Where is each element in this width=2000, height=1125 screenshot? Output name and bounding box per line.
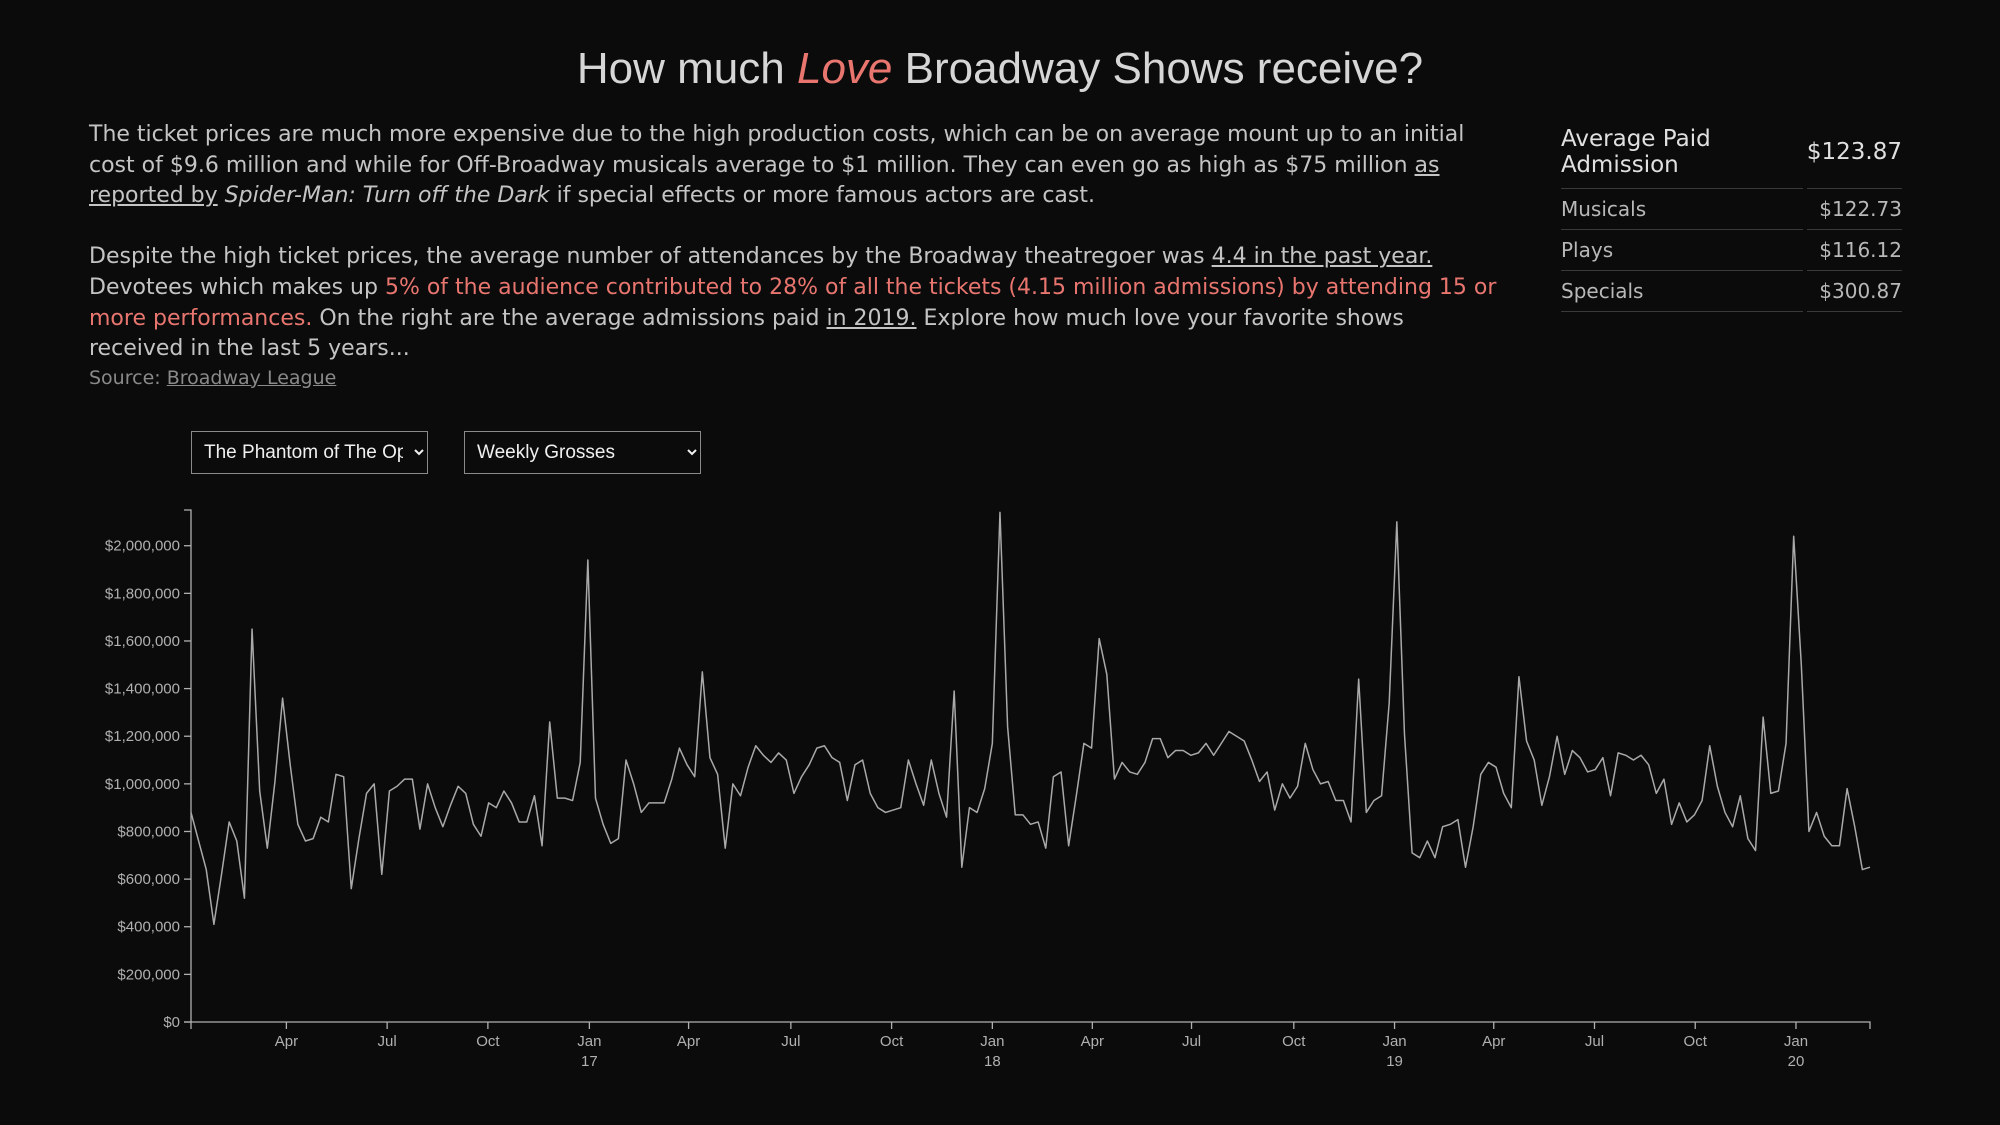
- x-tick-label: Jul: [378, 1033, 397, 1050]
- paragraphs: The ticket prices are much more expensiv…: [89, 120, 1499, 365]
- text-segment: as reported by: [89, 152, 1440, 209]
- table-row: Musicals $122.73: [1561, 189, 1902, 230]
- header-label: Average Paid Admission: [1561, 120, 1803, 189]
- title-part: How much: [576, 44, 797, 93]
- x-tick-label: Jan: [1784, 1033, 1808, 1050]
- y-tick-label: $800,000: [117, 823, 180, 840]
- text-segment: Spider-Man: Turn off the Dark: [217, 183, 550, 209]
- x-tick-label: Apr: [677, 1033, 700, 1050]
- x-tick-label: Apr: [1081, 1033, 1104, 1050]
- page-title: How much Love Broadway Shows receive?: [0, 44, 2000, 94]
- x-axis: [190, 1021, 1871, 1029]
- text-segment: 4.4 in the past year.: [1211, 244, 1433, 270]
- title-part: Love: [796, 44, 893, 93]
- x-tick-label: Oct: [476, 1033, 500, 1050]
- x-tick-label: Apr: [275, 1033, 298, 1050]
- row-label: Musicals: [1561, 189, 1803, 230]
- y-tick-label: $200,000: [117, 966, 180, 983]
- source: Source: Broadway League: [89, 365, 1499, 391]
- text-segment: Devotees which makes up: [89, 274, 385, 300]
- table-header: Average Paid Admission $123.87: [1561, 120, 1902, 189]
- x-tick-label: Oct: [1684, 1033, 1708, 1050]
- show-dropdown[interactable]: The Phantom of The Opera: [191, 431, 428, 474]
- x-tick-label: Jan: [577, 1033, 601, 1050]
- text-segment: On the right are the average admissions …: [312, 305, 827, 331]
- y-tick-label: $600,000: [117, 871, 180, 888]
- x-tick-label: Jan: [1382, 1033, 1406, 1050]
- y-tick-label: $400,000: [117, 919, 180, 936]
- paragraph: Despite the high ticket prices, the aver…: [89, 242, 1499, 364]
- x-tick-year: 19: [1386, 1053, 1403, 1070]
- data-line: [190, 511, 1871, 926]
- y-tick-label: $1,000,000: [105, 776, 180, 793]
- table-row: Plays $116.12: [1561, 230, 1902, 271]
- intro: The ticket prices are much more expensiv…: [89, 120, 1499, 391]
- row-value: $300.87: [1806, 271, 1902, 312]
- y-tick-label: $1,600,000: [105, 633, 180, 650]
- x-tick-year: 20: [1788, 1053, 1805, 1070]
- row-value: $116.12: [1806, 230, 1902, 271]
- x-tick-label: Jul: [781, 1033, 800, 1050]
- x-tick-label: Oct: [880, 1033, 904, 1050]
- x-tick-label: Oct: [1282, 1033, 1306, 1050]
- paragraph: The ticket prices are much more expensiv…: [89, 120, 1499, 212]
- metric-dropdown[interactable]: Weekly Grosses: [464, 431, 701, 474]
- text-segment: Explore how much love your favorite show…: [89, 305, 1404, 362]
- row-value: $122.73: [1806, 189, 1902, 230]
- y-tick-label: $2,000,000: [105, 538, 180, 555]
- y-tick-label: $1,200,000: [105, 728, 180, 745]
- chart: $0 $200,000 $400,000 $600,000 $800,000 $1,000…: [105, 509, 1871, 1070]
- y-axis: [184, 509, 192, 1023]
- y-tick-label: $1,400,000: [105, 681, 180, 698]
- row-label: Plays: [1561, 230, 1803, 271]
- text-segment: The ticket prices are much more expensiv…: [89, 122, 1465, 178]
- text-segment: 5% of the audience contributed to 28% of…: [89, 274, 1497, 331]
- row-label: Specials: [1561, 271, 1803, 312]
- x-tick-year: 18: [984, 1053, 1001, 1070]
- text-segment: in 2019.: [826, 305, 917, 331]
- x-tick-year: 17: [581, 1053, 598, 1070]
- admissions-table: Average Paid Admission $123.87 Musicals $12…: [1557, 120, 1906, 312]
- table-row: Specials $300.87: [1561, 271, 1902, 312]
- x-tick-label: Jul: [1585, 1033, 1604, 1050]
- text-segment: if special effects or more famous actors…: [549, 183, 1095, 209]
- source-label: Source:: [89, 366, 161, 389]
- source-link[interactable]: Broadway League: [166, 366, 337, 389]
- x-tick-label: Jan: [980, 1033, 1004, 1050]
- title-part: Broadway Shows receive?: [892, 44, 1424, 93]
- y-tick-label: $0: [163, 1014, 180, 1031]
- header-value: $123.87: [1806, 120, 1902, 189]
- text-segment: Despite the high ticket prices, the aver…: [89, 244, 1212, 270]
- x-tick-label: Apr: [1482, 1033, 1505, 1050]
- y-tick-label: $1,800,000: [105, 585, 180, 602]
- x-tick-label: Jul: [1182, 1033, 1201, 1050]
